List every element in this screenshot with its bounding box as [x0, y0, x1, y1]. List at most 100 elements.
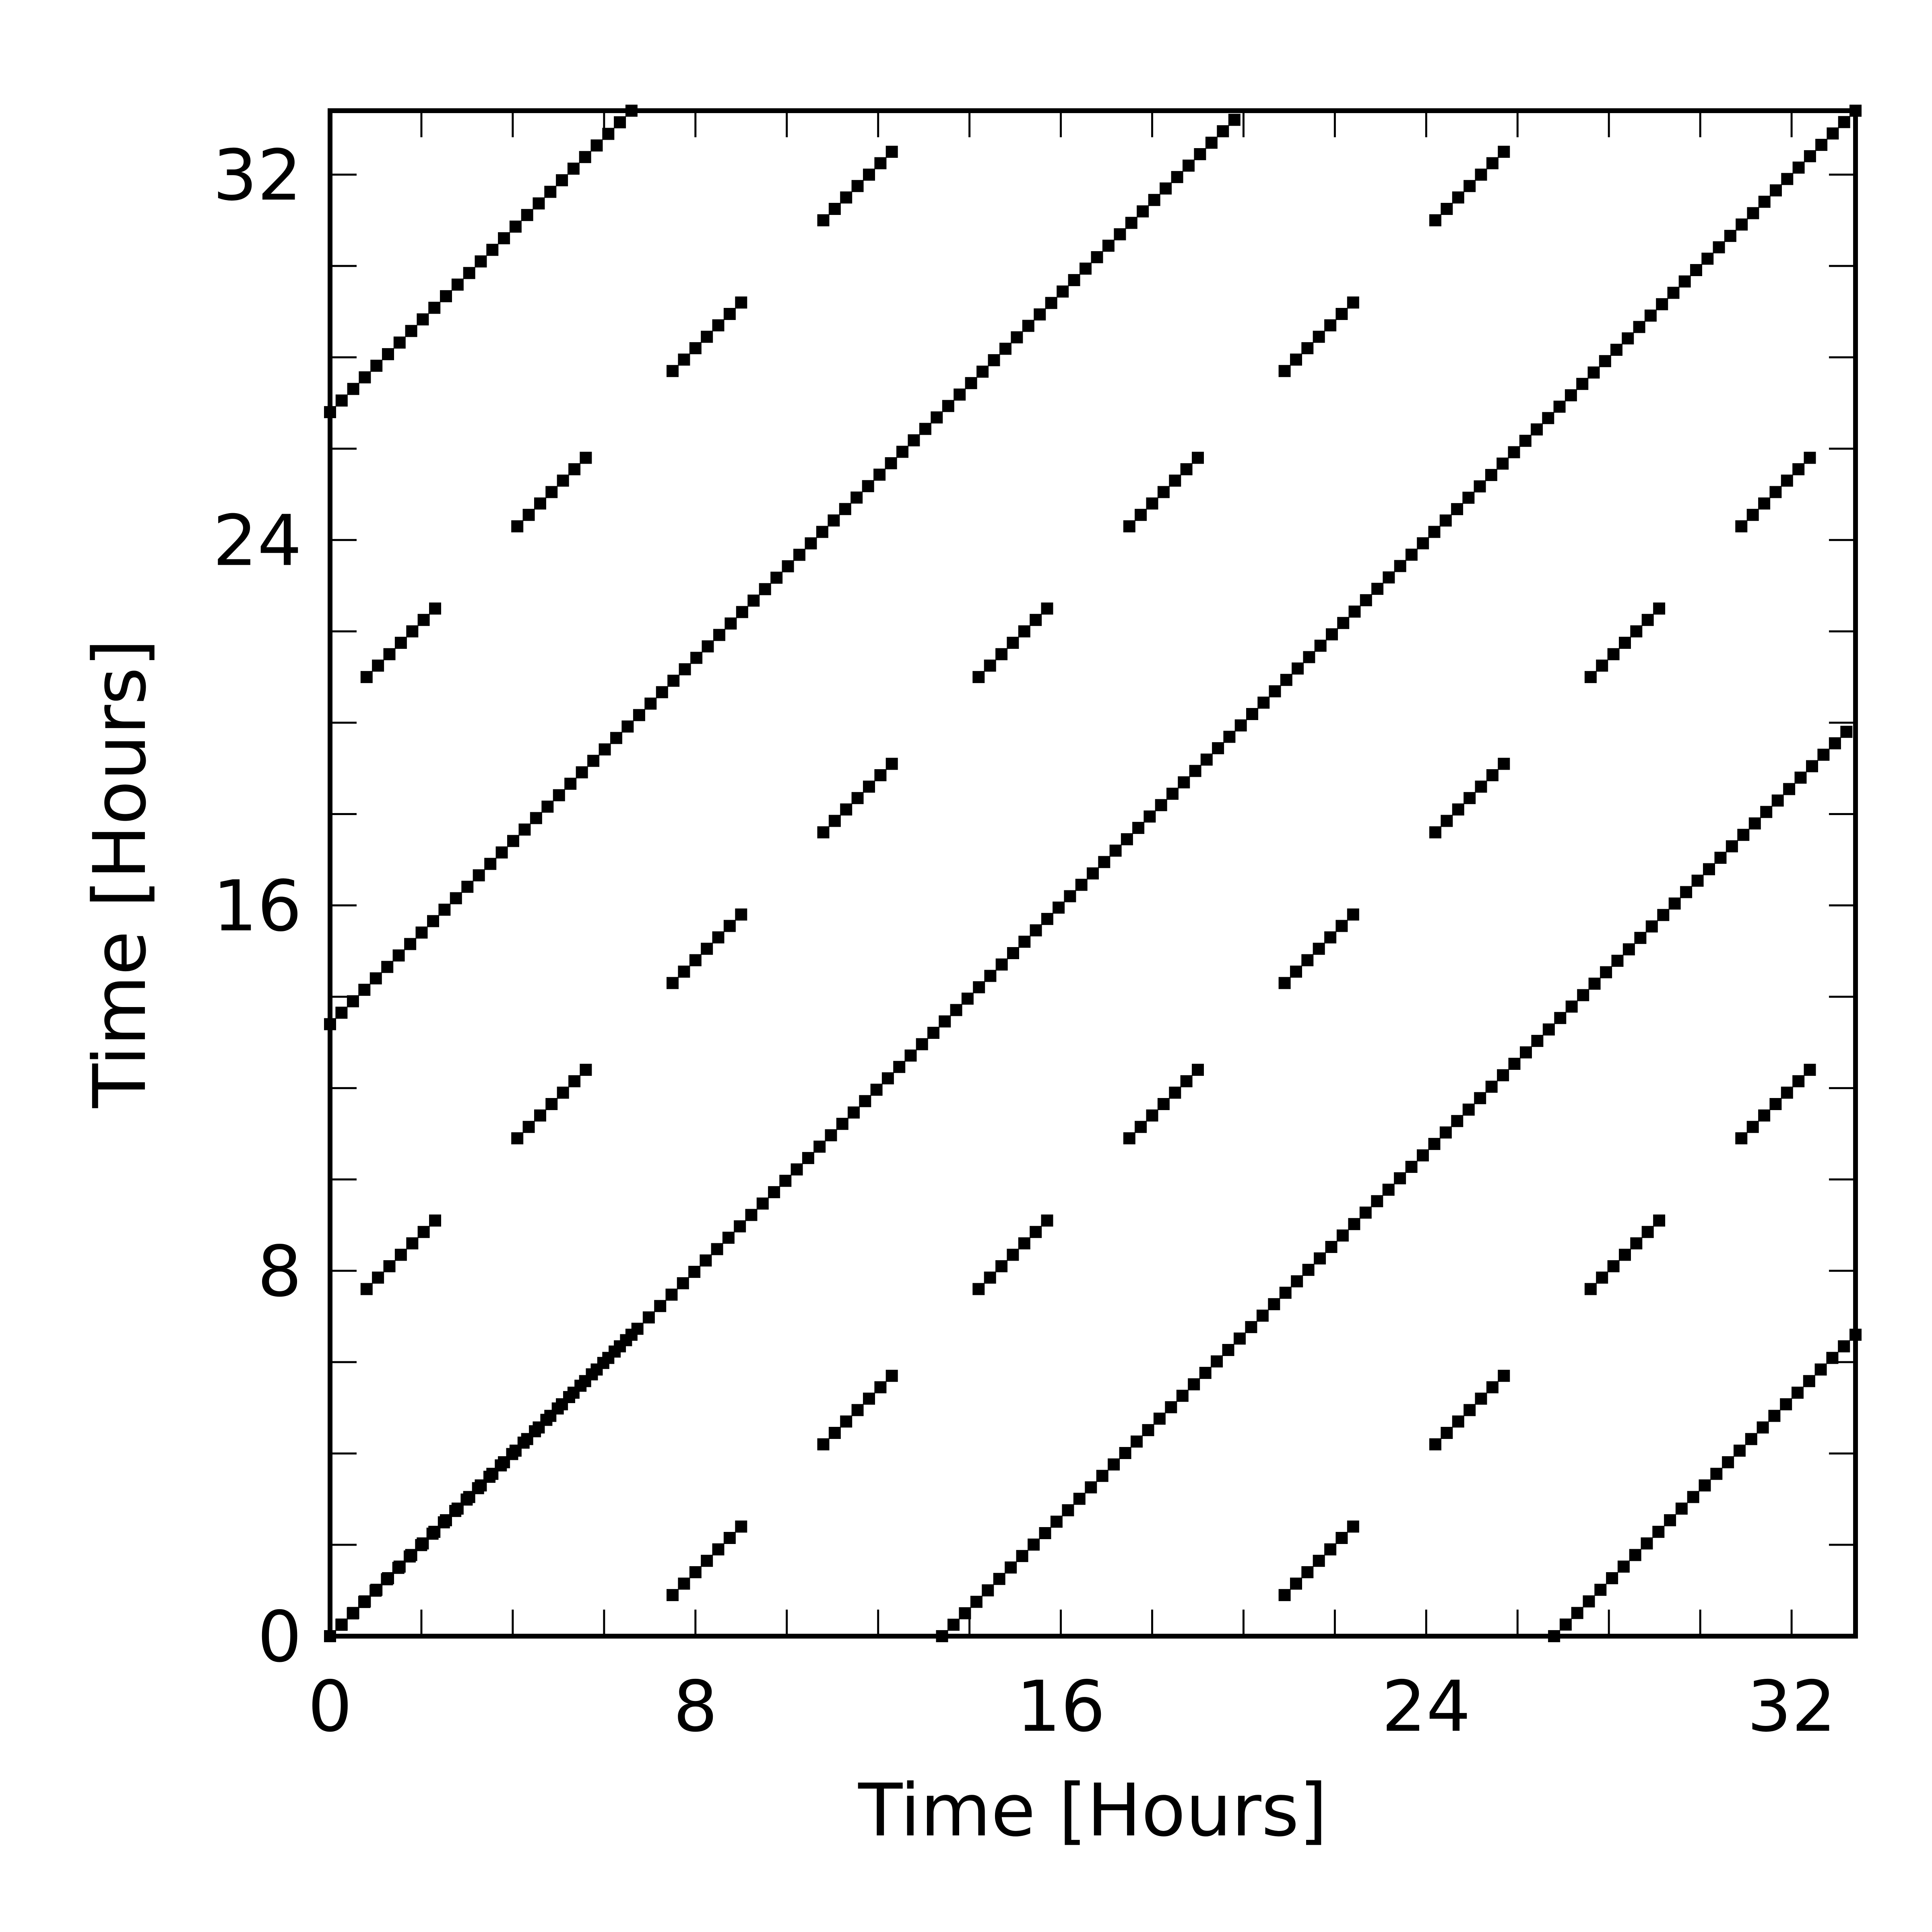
data-point	[1768, 1410, 1781, 1422]
data-point	[1724, 230, 1736, 242]
data-point	[1223, 731, 1236, 743]
data-point	[417, 313, 429, 326]
data-point	[874, 1381, 887, 1393]
data-point	[394, 1249, 407, 1261]
data-point	[1596, 659, 1608, 672]
data-point	[1382, 1183, 1395, 1196]
data-point	[1188, 1378, 1200, 1391]
data-point	[973, 981, 985, 993]
data-point	[1246, 708, 1258, 720]
data-point	[1291, 1275, 1303, 1288]
data-point	[1701, 252, 1714, 265]
data-point	[1475, 168, 1487, 181]
data-point	[568, 463, 581, 475]
series-segment-28	[817, 146, 898, 227]
data-point	[1326, 628, 1338, 640]
data-point	[874, 769, 887, 781]
data-point	[1710, 1468, 1723, 1480]
series-segment-4	[1548, 1329, 1862, 1642]
data-point	[689, 342, 702, 355]
series-segment-6	[667, 1520, 747, 1601]
data-point	[1018, 1237, 1030, 1250]
x-tick-label: 16	[1016, 1666, 1105, 1748]
data-point	[1757, 1421, 1769, 1434]
data-point	[1314, 1252, 1326, 1265]
data-point	[495, 846, 508, 859]
data-point	[840, 803, 852, 816]
data-point	[1144, 810, 1156, 823]
series-segment-11	[972, 1214, 1053, 1295]
data-point	[1269, 685, 1281, 698]
data-point	[1222, 1344, 1234, 1356]
data-point	[404, 1550, 416, 1563]
data-point	[1451, 503, 1463, 515]
data-point	[1680, 886, 1693, 898]
data-point	[405, 325, 417, 337]
data-point	[1758, 1109, 1771, 1122]
data-point	[621, 720, 634, 733]
data-point	[620, 1334, 632, 1346]
data-point	[984, 1271, 996, 1284]
series-segment-2	[324, 105, 638, 418]
series-segment-20	[360, 602, 441, 683]
data-point	[1584, 1283, 1597, 1295]
data-point	[995, 958, 1008, 971]
data-point	[590, 139, 603, 152]
data-point	[1737, 829, 1750, 841]
data-point	[529, 1425, 541, 1437]
data-point	[999, 343, 1011, 355]
data-point	[851, 1404, 864, 1416]
data-point	[534, 1109, 546, 1122]
data-point	[553, 789, 565, 801]
data-point	[1703, 863, 1715, 875]
data-point	[1030, 1226, 1042, 1238]
data-point	[1520, 1046, 1532, 1059]
data-point	[874, 157, 887, 169]
data-point	[557, 475, 569, 487]
data-point	[793, 549, 805, 561]
series-segment-9	[1429, 1370, 1510, 1451]
data-point	[1148, 194, 1160, 206]
data-point	[1131, 1435, 1143, 1448]
data-point	[665, 1288, 678, 1301]
data-point	[1783, 783, 1796, 795]
data-point	[723, 920, 736, 932]
data-point	[1451, 1115, 1463, 1127]
data-point	[1166, 788, 1179, 800]
data-point	[1085, 1481, 1097, 1494]
data-point	[1125, 217, 1137, 229]
data-point	[427, 915, 439, 927]
data-point	[1644, 310, 1657, 322]
data-point	[449, 1505, 462, 1517]
data-point	[1194, 148, 1206, 160]
data-point	[576, 766, 588, 778]
data-point	[1102, 239, 1115, 252]
data-point	[1576, 378, 1589, 390]
data-point	[1668, 897, 1681, 910]
data-point	[908, 434, 920, 446]
data-point	[1486, 1381, 1499, 1393]
data-point	[947, 1618, 960, 1631]
x-tick-label: 32	[1747, 1666, 1836, 1748]
data-point	[1452, 1415, 1464, 1428]
data-point	[1347, 908, 1359, 921]
data-point	[678, 353, 690, 366]
data-point	[1690, 264, 1702, 276]
data-point	[1804, 150, 1816, 163]
data-point	[667, 365, 679, 377]
data-point	[358, 984, 371, 996]
data-point	[1347, 1520, 1359, 1533]
data-point	[415, 926, 428, 939]
data-point	[828, 514, 840, 527]
data-point	[735, 296, 747, 309]
data-point	[885, 457, 897, 469]
data-point	[1337, 617, 1350, 629]
data-point	[1108, 1458, 1120, 1471]
data-point	[417, 614, 430, 626]
data-point	[1485, 1080, 1498, 1093]
data-point	[1109, 844, 1122, 857]
data-point	[1462, 1103, 1475, 1116]
data-point	[896, 446, 908, 458]
data-point	[404, 938, 417, 950]
data-point	[587, 755, 600, 767]
